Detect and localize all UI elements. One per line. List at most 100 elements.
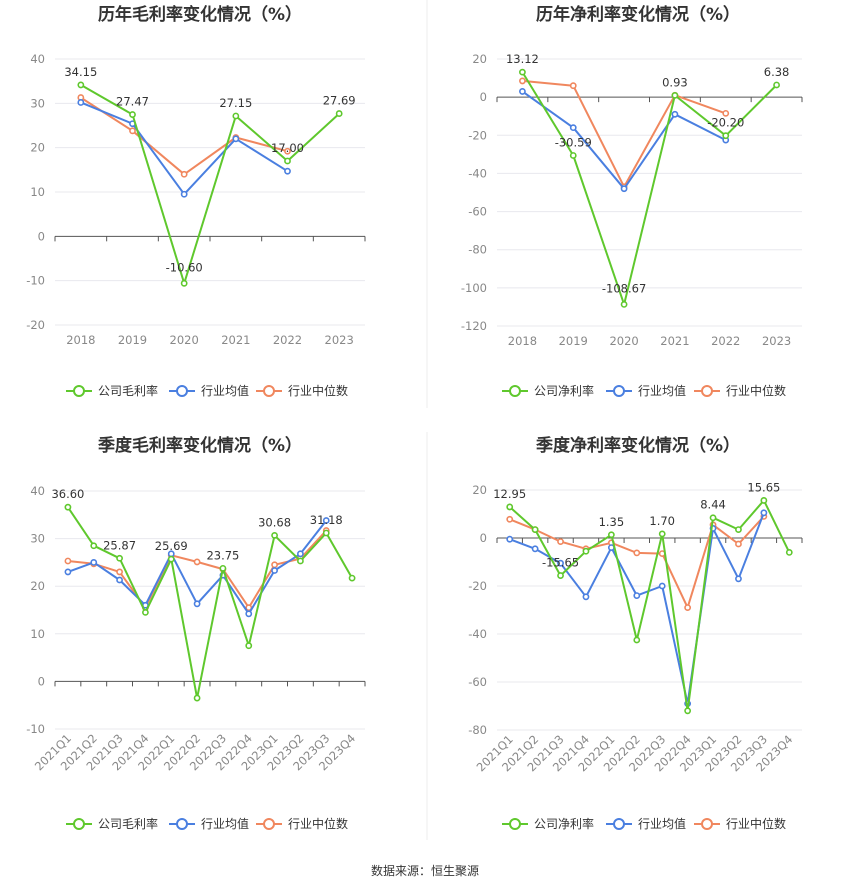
- y-tick-label: 20: [30, 141, 45, 155]
- data-point-mean: [284, 167, 291, 175]
- x-tick-label: 2020: [609, 334, 638, 348]
- data-point-mean: [77, 99, 85, 106]
- chart-title: 历年净利率变化情况（%）: [536, 4, 740, 25]
- data-point-company: [607, 531, 615, 539]
- data-point-company: [142, 608, 149, 616]
- legend-marker-icon: [176, 385, 188, 397]
- data-point-mean: [569, 124, 577, 132]
- legend-marker-icon: [73, 385, 85, 397]
- data-label: 31.18: [310, 513, 343, 527]
- legend-item-median[interactable]: 行业中位数: [256, 816, 348, 831]
- chart-title: 季度毛利率变化情况（%）: [98, 435, 302, 456]
- y-tick-label: -60: [468, 675, 487, 689]
- data-point-company: [582, 547, 590, 555]
- x-tick-label: 2020: [170, 333, 199, 347]
- data-point-company: [557, 572, 564, 579]
- data-point-company: [760, 497, 768, 504]
- y-tick-label: 40: [30, 484, 45, 498]
- legend-item-median[interactable]: 行业中位数: [256, 383, 348, 398]
- data-label: 6.38: [764, 65, 790, 79]
- legend-item-company[interactable]: 公司净利率: [502, 383, 594, 398]
- data-label: 27.15: [219, 96, 252, 110]
- data-point-median: [557, 538, 564, 545]
- x-tick-label: 2023: [325, 333, 354, 347]
- data-label: 8.44: [700, 498, 726, 512]
- legend-label: 行业中位数: [288, 816, 348, 831]
- legend-label: 公司净利率: [534, 816, 594, 831]
- data-point-mean: [90, 559, 98, 566]
- legend-item-median[interactable]: 行业中位数: [694, 816, 786, 831]
- data-point-company: [620, 300, 628, 308]
- y-tick-label: 40: [30, 52, 45, 66]
- legend-item-mean[interactable]: 行业均值: [169, 816, 249, 831]
- y-tick-label: 30: [30, 532, 45, 546]
- data-point-median: [519, 77, 526, 85]
- data-point-company: [284, 157, 291, 165]
- data-point-mean: [64, 568, 72, 576]
- data-point-mean: [658, 582, 666, 590]
- data-point-company: [633, 636, 641, 644]
- data-point-company: [569, 152, 577, 159]
- data-label: 1.35: [599, 515, 625, 529]
- chart-panel-1: 历年毛利率变化情况（%） -20 -10 0 10 20 30 40 2018 2019 2020 2…: [26, 4, 366, 398]
- y-tick-label: -10: [26, 274, 45, 288]
- data-point-median: [271, 561, 278, 569]
- data-label: -20.20: [707, 116, 744, 130]
- data-point-median: [64, 557, 72, 565]
- data-label: 27.47: [116, 95, 149, 109]
- data-point-company: [271, 531, 278, 539]
- data-point-company: [684, 707, 692, 715]
- data-point-company: [129, 111, 136, 118]
- y-tick-label: -100: [461, 281, 487, 295]
- data-point-median: [633, 549, 641, 557]
- chart-title: 季度净利率变化情况（%）: [536, 435, 740, 456]
- data-point-company: [245, 642, 253, 650]
- data-point-company: [180, 279, 188, 287]
- data-point-mean: [582, 593, 590, 601]
- legend-marker-icon: [509, 385, 521, 397]
- y-tick-label: 0: [480, 90, 487, 104]
- x-tick-label: 2023: [762, 334, 791, 348]
- x-tick-label: 2018: [508, 334, 537, 348]
- data-point-company: [773, 81, 780, 89]
- legend-item-mean[interactable]: 行业均值: [606, 816, 686, 831]
- legend-label: 公司净利率: [534, 383, 594, 398]
- data-point-company: [322, 529, 330, 537]
- data-point-median: [193, 558, 201, 566]
- data-point-mean: [193, 600, 201, 608]
- data-point-mean: [633, 592, 641, 599]
- legend-item-company[interactable]: 公司净利率: [502, 816, 594, 831]
- x-tick-label: 2021: [660, 334, 689, 348]
- x-tick-label: 2019: [559, 334, 588, 348]
- legend-item-company[interactable]: 公司毛利率: [66, 816, 158, 831]
- data-label: 27.69: [323, 94, 356, 108]
- chart-title: 历年毛利率变化情况（%）: [98, 4, 302, 25]
- y-tick-label: 0: [480, 531, 487, 545]
- y-tick-label: -20: [468, 579, 487, 593]
- y-tick-label: -20: [468, 128, 487, 142]
- data-point-mean: [760, 509, 768, 517]
- legend-marker-icon: [613, 818, 625, 830]
- y-tick-label: 0: [38, 229, 45, 243]
- series-line-mean: [521, 90, 727, 190]
- legend-item-mean[interactable]: 行业均值: [606, 383, 686, 398]
- data-label: 34.15: [64, 65, 97, 79]
- legend-item-company[interactable]: 公司毛利率: [66, 383, 158, 398]
- legend-label: 行业中位数: [726, 816, 786, 831]
- y-tick-label: -80: [468, 723, 487, 737]
- series-line-company: [521, 71, 778, 306]
- y-tick-label: 10: [30, 627, 45, 641]
- data-point-median: [506, 515, 514, 523]
- series-line-company: [509, 499, 791, 712]
- data-point-mean: [671, 110, 679, 118]
- data-point-median: [722, 109, 730, 117]
- legend-label: 行业均值: [638, 816, 686, 831]
- data-point-mean: [531, 545, 539, 553]
- y-tick-label: 30: [30, 96, 45, 110]
- legend-item-median[interactable]: 行业中位数: [694, 383, 786, 398]
- legend-item-mean[interactable]: 行业均值: [169, 383, 249, 398]
- data-point-company: [232, 112, 240, 120]
- x-tick-label: 2018: [66, 333, 95, 347]
- y-tick-label: 0: [38, 674, 45, 688]
